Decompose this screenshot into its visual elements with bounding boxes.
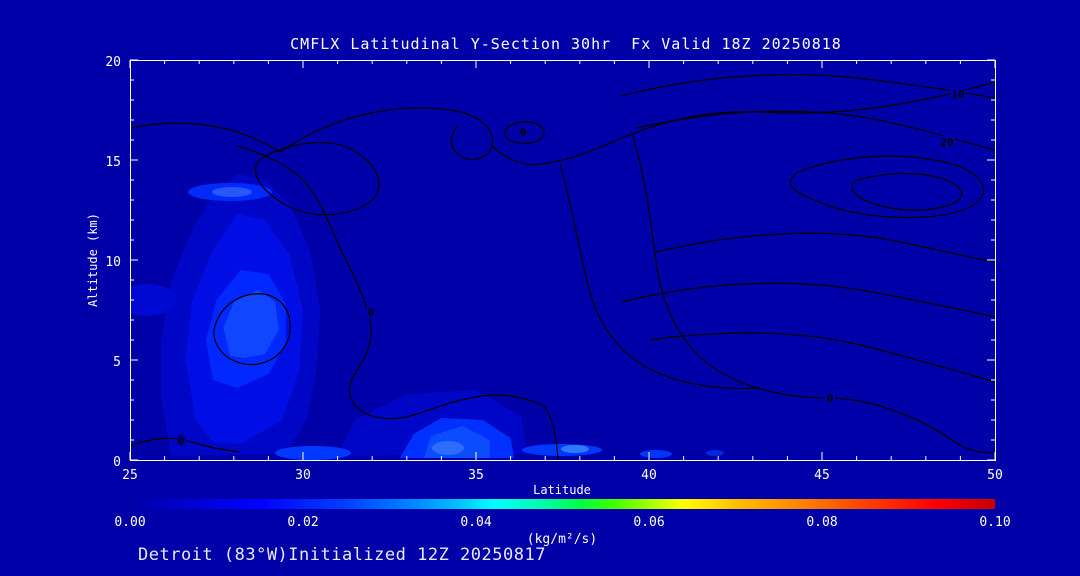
y-axis-title: Altitude (km) [86,213,100,307]
contour-label-20: 20 [940,136,953,149]
fill-surface-spot-1 [275,446,351,460]
colorbar-tick-label: 0.10 [979,515,1010,530]
contour-line-central-top-1 [279,107,494,161]
contour-line-bean [255,142,380,216]
x-tick-label: 45 [814,468,830,483]
contour-line-left-descender [236,145,559,460]
contour-line-mid-descender-2 [559,163,761,389]
colorbar-tick-label: 0.04 [460,515,491,530]
contour-label-0-bottomright: 0 [827,392,834,405]
x-tick-label: 30 [295,468,311,483]
contour-label-10: 10 [951,88,964,101]
contour-line-topleft-entry [130,122,281,153]
colorbar-units: (kg/m²/s) [527,532,597,547]
x-tick-label: 40 [641,468,657,483]
fill-boundary-maximum-core [432,441,464,455]
contour-line-right-closed-inner [851,173,963,211]
contour-line-bottom-left [130,437,241,453]
y-tick-label: 20 [105,55,121,70]
contour-line-small-loop [504,121,545,144]
colorbar-tick-label: 0.02 [287,515,318,530]
contour-line-core-closed [213,293,291,366]
fill-surface-spot-2-core [561,445,589,453]
y-tick-label: 5 [113,355,121,370]
colorbar [130,499,995,509]
fill-upper-streak-core [212,187,252,197]
colorbar-tick-label: 0.08 [806,515,837,530]
colorbar-tick-label: 0.00 [114,515,145,530]
x-tick-label: 25 [122,468,138,483]
colorbar-tick-label: 0.06 [633,515,664,530]
contour-line-right-2 [635,110,995,151]
fill-surface-spot-4 [706,450,724,456]
contour-line-mid-descender-1 [631,133,995,454]
contour-line-right-1 [619,74,995,99]
tick-marks [129,59,996,461]
x-tick-label: 50 [987,468,1003,483]
contour-label-0-bottomleft: 0 [178,434,185,447]
y-tick-label: 15 [105,155,121,170]
contour-line-right-3 [655,232,995,263]
contour-label-0-loop: 0 [520,126,527,139]
fill-core-midlevel [223,290,279,358]
fill-left-edge-patch [130,284,177,316]
contour-line-right-5 [649,332,995,383]
x-axis-title: Latitude [533,483,591,497]
contour-line-right-4 [621,282,995,318]
chart-title: CMFLX Latitudinal Y-Section 30hr Fx Vali… [290,35,842,53]
fill-surface-spot-3 [640,450,672,458]
footer-text: Detroit (83°W)Initialized 12Z 20250817 [138,545,546,565]
y-tick-label: 0 [113,455,121,470]
x-tick-label: 35 [468,468,484,483]
plot-content: 0 0 0 0 10 20 [130,74,995,460]
contour-line-right-closed-outer [789,155,985,219]
y-tick-label: 10 [105,255,121,270]
contour-label-0-midleft: 0 [368,306,375,319]
